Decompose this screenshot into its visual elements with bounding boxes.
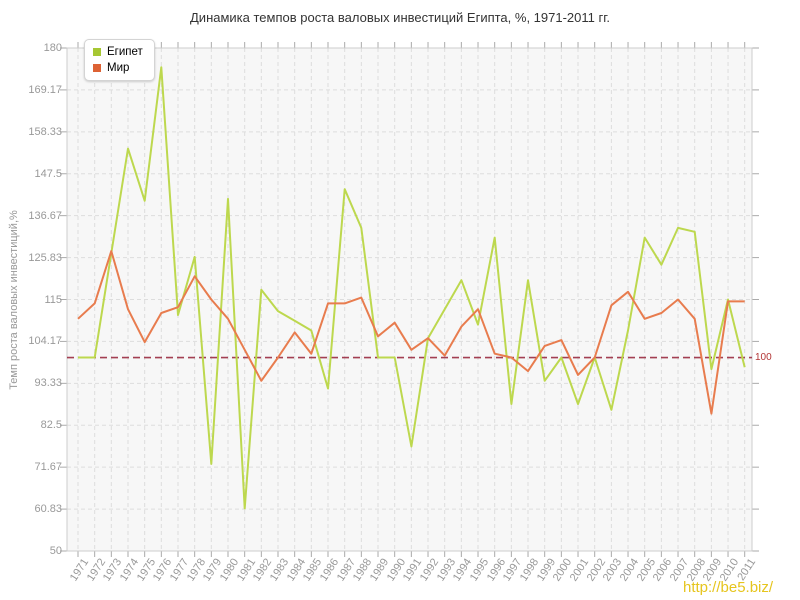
legend-item-egypt[interactable]: Египет: [93, 44, 143, 60]
y-tick-label: 104.17: [28, 335, 62, 348]
world-color-swatch-icon: [93, 64, 101, 72]
legend: Египет Мир: [84, 39, 155, 81]
y-tick-label: 50: [49, 545, 62, 557]
y-tick-label: 82.5: [40, 419, 62, 432]
legend-item-world[interactable]: Мир: [93, 60, 143, 76]
legend-label-egypt: Египет: [107, 46, 143, 58]
plot-border: [66, 47, 753, 552]
legend-label-world: Мир: [107, 62, 130, 74]
watermark-link[interactable]: http://be5.biz/: [683, 579, 774, 596]
y-tick-label: 136.67: [28, 209, 62, 222]
guide-value-label: 100: [755, 351, 772, 363]
y-tick-label: 169.17: [28, 83, 62, 96]
y-tick-label: 125.83: [28, 251, 62, 264]
y-tick-label: 158.33: [28, 125, 62, 138]
chart-title: Динамика темпов роста валовых инвестиций…: [190, 10, 610, 25]
y-tick-label: 115: [44, 293, 62, 306]
world-line: [77, 250, 745, 415]
y-tick-label: 93.33: [34, 377, 62, 390]
y-tick-label: 60.83: [34, 503, 62, 516]
egypt-color-swatch-icon: [93, 48, 101, 56]
y-tick-label: 147.5: [34, 167, 62, 180]
y-tick-label: 180: [43, 42, 62, 54]
y-tick-label: 71.67: [34, 461, 62, 474]
